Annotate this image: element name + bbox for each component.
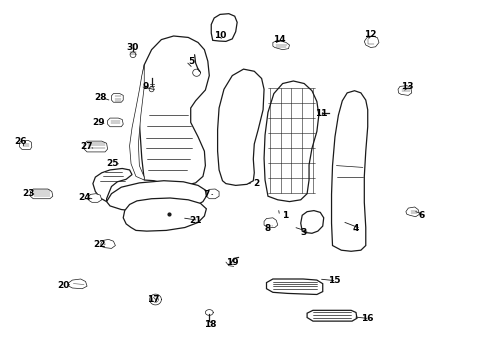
Text: 28: 28 [94, 94, 106, 102]
Polygon shape [68, 279, 87, 289]
Polygon shape [107, 118, 123, 127]
Polygon shape [101, 239, 115, 248]
Polygon shape [30, 189, 53, 199]
Polygon shape [106, 181, 206, 212]
Text: 14: 14 [272, 35, 285, 44]
Text: 25: 25 [106, 159, 119, 168]
Text: 16: 16 [360, 314, 373, 323]
Text: 24: 24 [78, 193, 91, 202]
Text: 15: 15 [327, 276, 340, 285]
Text: 21: 21 [189, 216, 202, 225]
Text: 22: 22 [93, 240, 105, 249]
Polygon shape [217, 69, 264, 185]
Polygon shape [123, 198, 206, 231]
Text: 6: 6 [417, 211, 424, 220]
Polygon shape [306, 310, 356, 321]
Text: 5: 5 [188, 57, 194, 66]
Text: 10: 10 [213, 31, 225, 40]
Polygon shape [129, 65, 144, 180]
Text: 7: 7 [203, 190, 209, 199]
Polygon shape [272, 40, 289, 50]
Polygon shape [84, 141, 107, 152]
Polygon shape [211, 14, 237, 41]
Polygon shape [300, 211, 323, 233]
Polygon shape [331, 91, 367, 251]
Text: 4: 4 [351, 224, 358, 233]
Text: 8: 8 [264, 224, 270, 233]
Text: 30: 30 [126, 43, 138, 52]
Polygon shape [93, 168, 132, 202]
Text: 20: 20 [58, 281, 70, 289]
Text: 3: 3 [300, 228, 306, 237]
Polygon shape [264, 218, 277, 228]
Polygon shape [405, 207, 419, 217]
Text: 9: 9 [142, 82, 149, 91]
Text: 27: 27 [81, 143, 93, 152]
Text: 26: 26 [15, 136, 27, 145]
Polygon shape [20, 140, 32, 149]
Polygon shape [364, 36, 378, 48]
Polygon shape [88, 194, 102, 202]
Text: 17: 17 [146, 295, 159, 304]
Text: 13: 13 [400, 82, 413, 91]
Polygon shape [206, 189, 219, 199]
Polygon shape [264, 81, 318, 202]
Text: 1: 1 [282, 211, 288, 220]
Text: 18: 18 [204, 320, 217, 329]
Text: 2: 2 [252, 179, 259, 188]
Polygon shape [139, 36, 209, 186]
Polygon shape [111, 94, 123, 102]
Polygon shape [266, 279, 322, 294]
Text: 12: 12 [364, 30, 376, 39]
Text: 23: 23 [22, 189, 35, 198]
Text: 29: 29 [92, 118, 104, 127]
Text: 11: 11 [315, 109, 327, 118]
Polygon shape [397, 86, 411, 95]
Text: 19: 19 [225, 258, 238, 266]
